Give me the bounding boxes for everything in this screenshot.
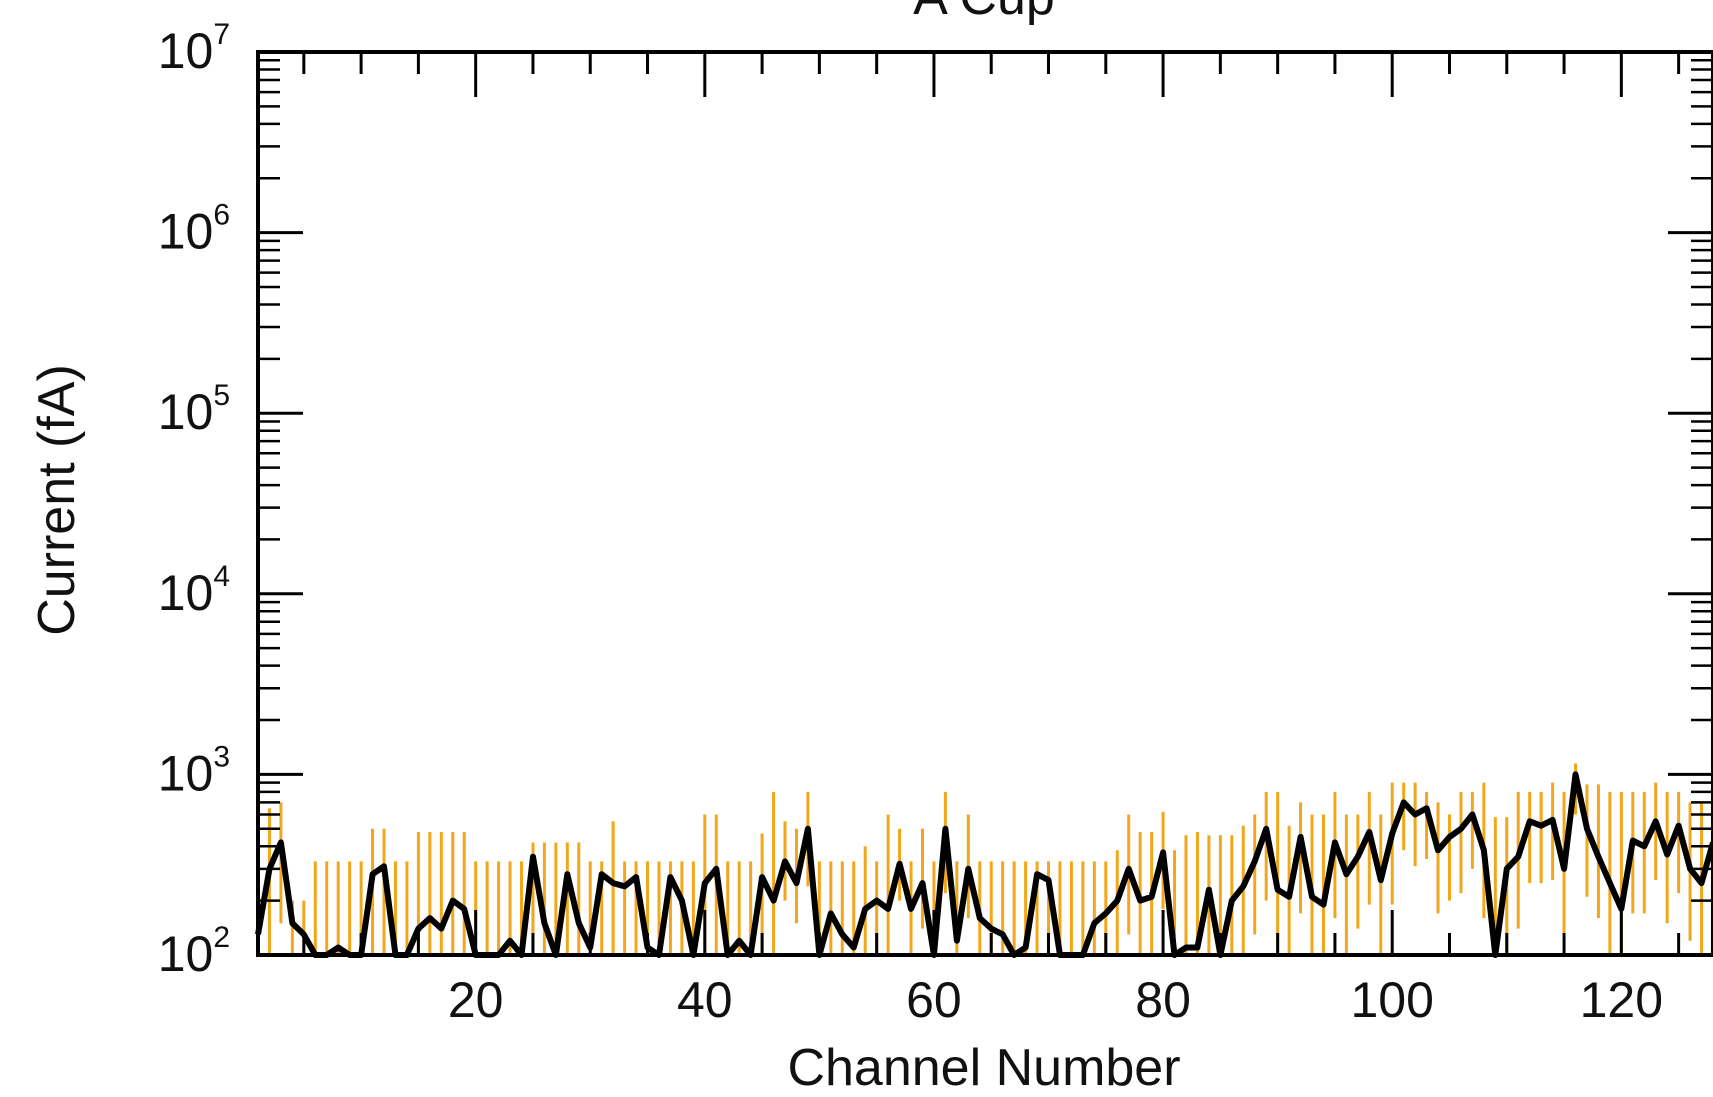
data-line bbox=[255, 771, 1713, 958]
x-axis-ticks: 20 40 60 80 100 120 bbox=[302, 52, 1681, 1028]
plot-border bbox=[256, 50, 1713, 957]
y-tick-label: 107 bbox=[158, 18, 230, 79]
x-tick-label: 60 bbox=[906, 972, 962, 1028]
x-tick-label: 40 bbox=[677, 972, 733, 1028]
y-axis-ticks: 102 103 104 105 106 107 bbox=[158, 18, 1713, 982]
y-tick-label: 106 bbox=[158, 199, 230, 260]
y-tick-label: 102 bbox=[158, 921, 230, 982]
x-tick-label: 80 bbox=[1135, 972, 1191, 1028]
chart-title: A Cup bbox=[913, 0, 1055, 26]
x-axis-label: Channel Number bbox=[787, 1039, 1180, 1097]
x-tick-label: 120 bbox=[1580, 972, 1663, 1028]
y-axis-label: Current (fA) bbox=[28, 364, 86, 636]
y-tick-label: 104 bbox=[158, 560, 230, 621]
x-tick-label: 20 bbox=[448, 972, 504, 1028]
y-tick-label: 103 bbox=[158, 740, 230, 801]
y-tick-label: 105 bbox=[158, 379, 230, 440]
x-tick-label: 100 bbox=[1350, 972, 1433, 1028]
axes-frame bbox=[256, 50, 1713, 957]
